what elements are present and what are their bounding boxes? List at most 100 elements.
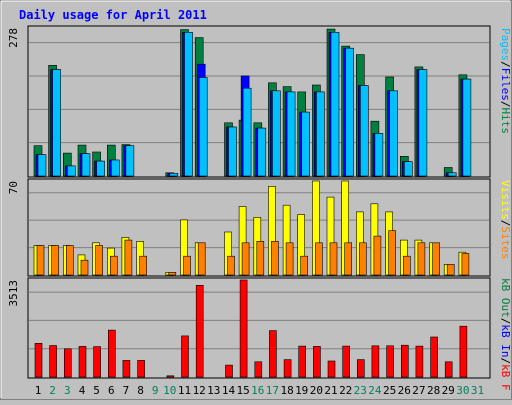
legend-kb-in: kB In: [499, 324, 512, 357]
x-tick-label-day-16: 16: [251, 384, 264, 397]
bar-sites-day-25: [388, 230, 396, 276]
legend-files: Files: [499, 68, 512, 101]
bar-pages-day-2: [52, 69, 61, 177]
x-tick-label-day-28: 28: [427, 384, 440, 397]
legend-sites: Sites: [499, 226, 512, 259]
legend-visits-sites: Visits/Sites: [499, 180, 512, 260]
bar-pages-day-18: [286, 91, 296, 177]
panel-kbytes: [27, 277, 491, 379]
bar-pages-day-3: [67, 165, 76, 177]
grid-lines: [29, 42, 489, 350]
bar-kb-f-day-3: [64, 348, 72, 378]
bar-pages-day-10: [169, 173, 179, 177]
legend-hits-files-pages: Pages/Files/Hits: [499, 28, 512, 134]
x-tick-label-day-2: 2: [49, 384, 56, 397]
x-tick-label-day-9: 9: [152, 384, 159, 397]
legend-sep: /: [499, 220, 512, 227]
bar-kb-f-day-4: [78, 346, 87, 378]
bar-kb-f-day-15: [239, 279, 248, 378]
x-tick-label-day-27: 27: [412, 384, 425, 397]
bar-sites-day-10: [168, 271, 177, 276]
x-tick-label-day-19: 19: [295, 384, 308, 397]
bar-pages-day-21: [330, 31, 340, 177]
x-tick-label-day-31: 31: [471, 384, 484, 397]
chart-title: Daily usage for April 2011: [19, 8, 207, 22]
bar-pages-day-24: [374, 133, 384, 177]
bar-kb-f-day-28: [430, 336, 438, 378]
bar-kb-f-day-12: [195, 284, 204, 378]
x-tick-label-day-4: 4: [79, 384, 86, 397]
legend-visits: Visits: [499, 180, 512, 220]
bar-kb-f-day-16: [254, 361, 263, 378]
bars: [33, 28, 472, 378]
x-tick-label-day-21: 21: [324, 384, 337, 397]
x-tick-label-day-18: 18: [280, 384, 293, 397]
bar-pages-day-1: [37, 154, 47, 177]
bar-sites-day-18: [285, 242, 294, 276]
bar-kb-f-day-11: [181, 335, 189, 378]
bar-kb-f-day-27: [415, 345, 424, 378]
bar-pages-day-20: [316, 91, 325, 177]
bar-sites-day-5: [95, 245, 103, 276]
bar-pages-day-17: [272, 90, 281, 177]
bar-sites-day-28: [432, 242, 440, 276]
bar-sites-day-3: [66, 245, 74, 276]
x-tick-label-day-24: 24: [368, 384, 382, 397]
bar-sites-day-6: [110, 255, 118, 276]
bar-kb-f-day-1: [34, 342, 43, 378]
bar-sites-day-30: [461, 253, 470, 276]
bar-sites-day-29: [446, 263, 455, 276]
bar-sites-day-26: [402, 255, 411, 276]
bar-pages-day-14: [228, 126, 237, 177]
bar-pages-day-11: [184, 31, 193, 177]
bar-pages-day-30: [462, 78, 472, 177]
bar-pages-day-15: [242, 87, 252, 177]
ymax-label-hits: 278: [7, 28, 20, 48]
bar-pages-day-7: [125, 145, 135, 177]
bar-kb-f-day-23: [356, 359, 365, 378]
bar-pages-day-23: [359, 85, 369, 177]
bar-sites-day-2: [51, 245, 59, 276]
legend-pages: Pages: [499, 28, 512, 61]
ymax-label-visits: 70: [7, 181, 20, 194]
bar-sites-day-15: [241, 242, 250, 276]
bar-sites-day-23: [358, 242, 367, 276]
bar-kb-f-day-18: [283, 359, 292, 378]
bar-sites-day-27: [417, 242, 426, 276]
bar-pages-day-27: [418, 69, 428, 177]
legend-sep: /: [499, 318, 512, 325]
bar-sites-day-8: [139, 255, 147, 276]
bar-pages-day-22: [345, 47, 355, 177]
x-tick-label-day-14: 14: [222, 384, 236, 397]
x-tick-label-day-12: 12: [193, 384, 206, 397]
bar-pages-day-16: [257, 127, 267, 177]
legend-sep: /: [499, 358, 512, 365]
bar-kb-f-day-30: [459, 325, 468, 378]
x-tick-label-day-20: 20: [310, 384, 323, 397]
bar-pages-day-19: [301, 111, 311, 177]
legend-hits: Hits: [499, 108, 512, 135]
x-tick-label-day-6: 6: [108, 384, 115, 397]
bar-kb-f-day-7: [122, 360, 131, 378]
bar-kb-f-day-21: [327, 360, 336, 378]
x-tick-label-day-5: 5: [93, 384, 100, 397]
bar-sites-day-24: [373, 235, 382, 276]
x-tick-label-day-13: 13: [207, 384, 220, 397]
bar-sites-day-7: [124, 239, 133, 276]
bar-kb-f-day-2: [49, 345, 57, 378]
bar-sites-day-19: [300, 255, 309, 276]
bar-kb-f-day-5: [93, 346, 101, 378]
ymax-label-kbytes: 3513: [7, 280, 20, 307]
x-tick-label-day-23: 23: [354, 384, 367, 397]
bar-sites-day-22: [344, 242, 353, 276]
x-tick-label-day-1: 1: [35, 384, 42, 397]
bar-sites-day-1: [36, 245, 45, 276]
bar-kb-f-day-19: [298, 345, 307, 378]
legend-sep: /: [499, 61, 512, 68]
x-tick-label-day-26: 26: [398, 384, 411, 397]
legend-kbytes: kB Out/kB In/kB F: [499, 278, 512, 391]
x-tick-label-day-11: 11: [178, 384, 191, 397]
x-tick-label-day-29: 29: [442, 384, 455, 397]
